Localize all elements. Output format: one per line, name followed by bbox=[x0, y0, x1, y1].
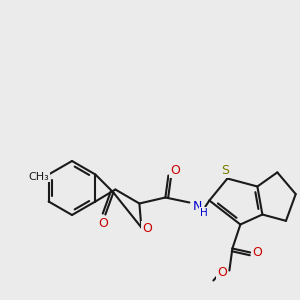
Text: O: O bbox=[142, 222, 152, 235]
Text: O: O bbox=[98, 217, 108, 230]
Text: O: O bbox=[252, 246, 262, 259]
Text: S: S bbox=[221, 164, 230, 177]
Text: N: N bbox=[193, 200, 202, 213]
Text: CH₃: CH₃ bbox=[28, 172, 49, 182]
Text: H: H bbox=[200, 208, 207, 218]
Text: O: O bbox=[170, 164, 180, 177]
Text: O: O bbox=[218, 266, 227, 279]
